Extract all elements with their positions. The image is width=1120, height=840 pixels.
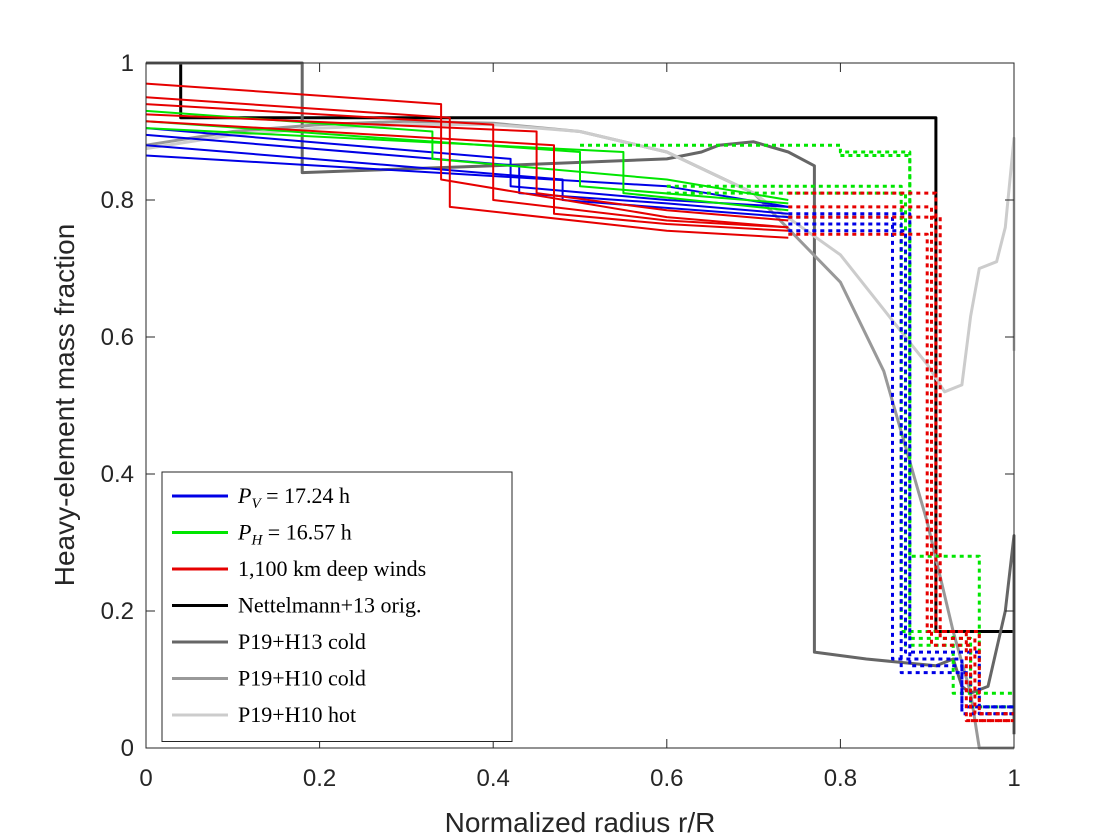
series-line-1-100-km-outer-c <box>788 215 1014 716</box>
x-tick-label: 0.4 <box>477 765 510 792</box>
legend-label-p19-h10-cold: P19+H10 cold <box>238 666 366 691</box>
y-tick-label: 0.2 <box>101 598 134 625</box>
legend-label-1-100-km-deep-winds: 1,100 km deep winds <box>238 556 426 581</box>
series-line-1-100-km-deep-winds-c <box>145 103 789 229</box>
series-line-p-v-17-24-h-c <box>145 144 789 219</box>
x-tick-label: 0.2 <box>303 765 336 792</box>
ticks-layer: 0 0.2 0.4 0.6 0.8 1 0 0.2 0.4 0.6 0.8 1 <box>101 50 1021 792</box>
series-line-1-100-km-deep-winds-e <box>145 120 789 232</box>
series-line-1-100-km-outer-a <box>788 191 1014 716</box>
series-line-1-100-km-deep-winds-d <box>145 113 789 222</box>
plot-frame <box>145 62 1015 749</box>
y-tick-label: 0 <box>121 735 134 762</box>
y-tick-label: 0.6 <box>101 324 134 351</box>
series-line-1-100-km-deep-winds-a <box>145 82 789 229</box>
series-line-p-h-16-57-h-b <box>145 120 789 205</box>
x-axis-title: Normalized radius r/R <box>445 807 716 838</box>
legend-label-p19-h13-cold: P19+H13 cold <box>238 629 366 654</box>
series-line-1-100-km-deep-winds-b <box>145 96 789 239</box>
legend: PV = 17.24 h PH = 16.57 h 1,100 km deep wi… <box>161 471 513 742</box>
legend-label-p19-h10-hot: P19+H10 hot <box>238 702 356 727</box>
y-tick-label: 1 <box>121 50 134 77</box>
series-line-p19-h10-hot <box>145 123 1016 394</box>
series-line-1-100-km-outer-d <box>788 232 1014 723</box>
legend-label-nettelmann-13-orig: Nettelmann+13 orig. <box>238 593 421 618</box>
x-tick-label: 0.6 <box>650 765 683 792</box>
legend-label-p-h-16-57-h: PH = 16.57 h <box>237 520 352 549</box>
y-tick-label: 0.8 <box>101 187 134 214</box>
series-layer <box>145 61 1016 750</box>
series-line-p-v-outer-d <box>788 229 1014 716</box>
y-tick-label: 0.4 <box>101 461 134 488</box>
series-line-p-h-16-57-h-c <box>145 127 789 212</box>
y-axis-title: Heavy-element mass fraction <box>49 224 80 587</box>
x-tick-label: 1 <box>1007 765 1020 792</box>
series-line-1-100-km-outer-b <box>788 205 1014 723</box>
legend-label-p-v-17-24-h: PV = 17.24 h <box>237 483 350 512</box>
x-tick-label: 0.8 <box>824 765 857 792</box>
x-tick-label: 0 <box>139 765 152 792</box>
series-line-p-h-outer-d <box>840 154 1014 716</box>
series-line-p19-h13-cold <box>146 61 1016 735</box>
series-line-p-h-outer-a <box>580 143 1014 709</box>
